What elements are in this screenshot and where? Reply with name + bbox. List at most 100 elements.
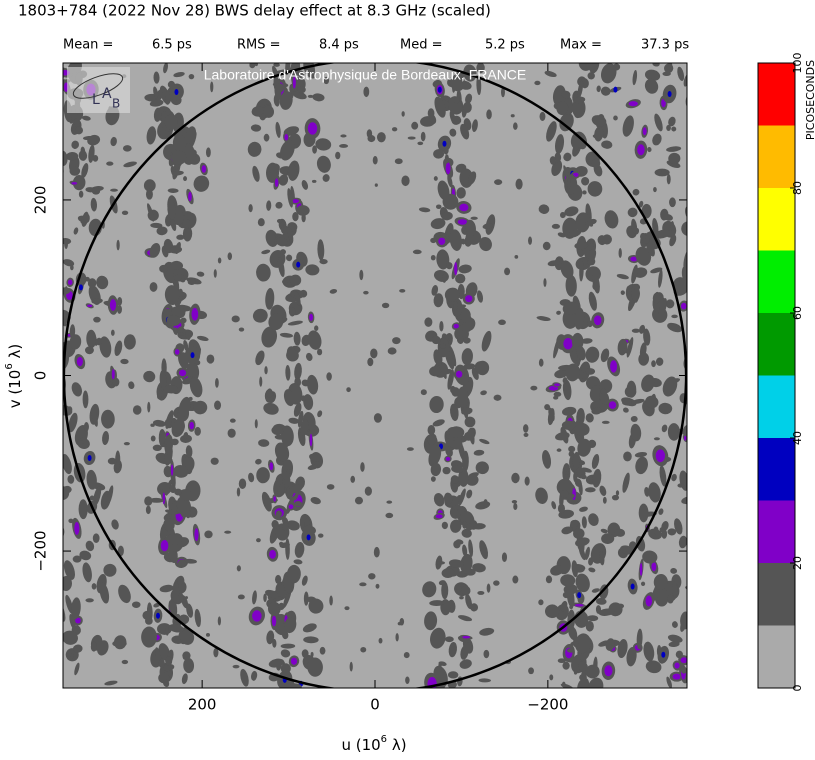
- contour-patch: [593, 315, 602, 326]
- contour-patch: [363, 86, 370, 98]
- colorbar-band: [758, 375, 795, 438]
- contour-patch: [568, 445, 576, 453]
- contour-patch: [720, 445, 723, 448]
- contour-patch: [655, 357, 664, 366]
- stat-label: Max =: [560, 38, 602, 53]
- contour-patch: [703, 635, 712, 644]
- contour-patch: [143, 370, 156, 383]
- contour-patch: [643, 328, 651, 346]
- contour-patch: [53, 342, 58, 345]
- contour-patch: [74, 521, 80, 535]
- contour-patch: [697, 478, 705, 486]
- contour-patch: [386, 500, 393, 504]
- contour-patch: [736, 138, 750, 151]
- contour-patch: [144, 496, 153, 506]
- contour-patch: [165, 509, 179, 515]
- contour-patch: [280, 425, 294, 447]
- contour-patch: [573, 636, 579, 648]
- contour-patch: [391, 127, 398, 132]
- contour-patch: [462, 544, 468, 557]
- contour-patch: [719, 404, 726, 413]
- contour-patch: [721, 533, 731, 553]
- contour-patch: [288, 164, 298, 180]
- contour-patch: [705, 270, 714, 281]
- contour-patch: [57, 479, 62, 487]
- contour-patch: [554, 152, 562, 163]
- contour-patch: [715, 590, 723, 605]
- contour-patch: [726, 380, 735, 398]
- contour-patch: [714, 69, 726, 77]
- contour-patch: [392, 337, 401, 345]
- contour-patch: [528, 667, 534, 675]
- contour-patch: [44, 419, 65, 444]
- contour-patch: [95, 337, 103, 346]
- contour-patch: [263, 593, 267, 603]
- contour-patch: [699, 468, 714, 491]
- contour-patch: [655, 449, 666, 463]
- contour-patch: [449, 229, 462, 251]
- contour-patch: [185, 445, 193, 458]
- contour-patch: [159, 370, 167, 390]
- contour-patch: [620, 290, 625, 295]
- contour-patch: [450, 75, 466, 92]
- contour-patch: [271, 520, 279, 529]
- contour-patch: [149, 282, 158, 292]
- contour-patch: [716, 428, 725, 445]
- contour-patch: [86, 469, 97, 490]
- contour-patch: [701, 303, 715, 317]
- contour-patch: [715, 167, 719, 171]
- contour-patch: [642, 127, 647, 136]
- contour-patch: [149, 243, 161, 258]
- contour-patch: [626, 380, 637, 398]
- contour-patch: [693, 502, 710, 511]
- contour-patch: [73, 118, 80, 129]
- contour-patch: [274, 442, 290, 462]
- contour-patch: [587, 320, 593, 328]
- contour-patch: [174, 242, 181, 255]
- contour-patch: [163, 518, 175, 531]
- contour-patch: [627, 207, 638, 218]
- contour-patch: [697, 318, 710, 331]
- contour-patch: [636, 628, 643, 650]
- contour-patch: [556, 448, 562, 452]
- contour-patch: [3, 570, 15, 592]
- colorbar-band: [758, 313, 795, 376]
- contour-patch: [556, 310, 561, 315]
- contour-patch: [730, 108, 742, 128]
- contour-patch: [429, 600, 445, 606]
- contour-patch: [600, 63, 617, 84]
- contour-patch: [691, 331, 705, 338]
- contour-patch: [201, 165, 207, 173]
- contour-patch: [721, 118, 731, 132]
- contour-patch: [43, 343, 51, 352]
- contour-patch: [562, 591, 570, 599]
- contour-patch: [523, 432, 529, 437]
- contour-patch: [536, 316, 551, 321]
- contour-patch: [545, 575, 553, 584]
- contour-patch: [721, 90, 733, 111]
- contour-patch: [591, 453, 600, 470]
- contour-patch: [726, 383, 731, 388]
- contour-patch: [75, 617, 81, 624]
- contour-patch: [706, 241, 720, 258]
- contour-patch: [709, 656, 723, 667]
- contour-patch: [17, 280, 26, 290]
- contour-patch: [589, 63, 600, 74]
- contour-patch: [528, 236, 533, 245]
- contour-patch: [598, 608, 615, 616]
- contour-patch: [163, 384, 179, 394]
- contour-patch: [677, 483, 685, 488]
- contour-patch: [255, 350, 265, 366]
- contour-patch: [703, 298, 709, 316]
- contour-patch: [263, 105, 275, 118]
- contour-patch: [700, 419, 714, 426]
- contour-patch: [147, 401, 151, 413]
- contour-patch: [694, 396, 711, 411]
- contour-patch: [586, 260, 594, 266]
- contour-patch: [48, 573, 64, 593]
- contour-patch: [310, 497, 321, 505]
- contour-patch: [123, 334, 136, 350]
- contour-patch: [79, 550, 92, 561]
- contour-patch: [589, 239, 594, 244]
- contour-patch: [557, 658, 566, 664]
